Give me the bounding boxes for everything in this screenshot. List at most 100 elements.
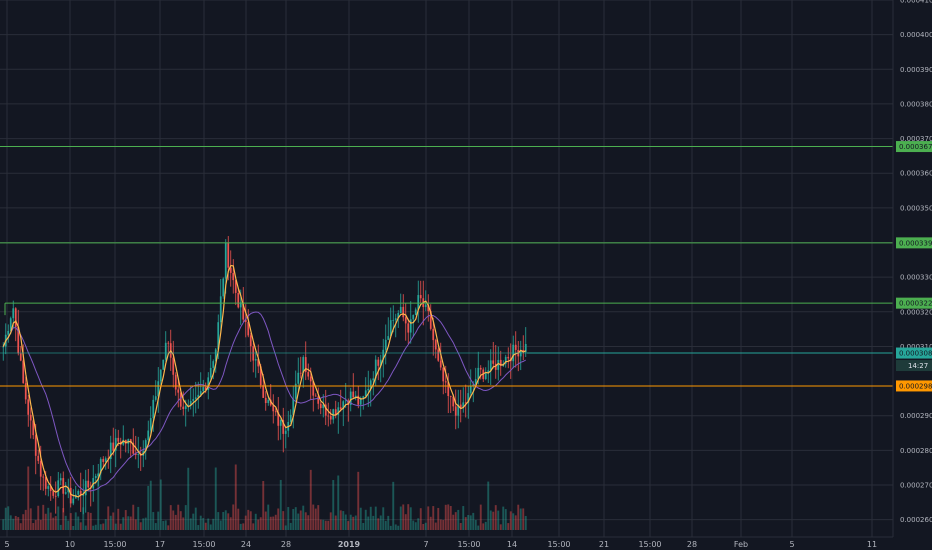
volume-bar: [244, 515, 247, 530]
candle-body: [197, 394, 200, 398]
candle-body: [332, 409, 335, 420]
candle-body: [397, 313, 400, 319]
volume-bar: [312, 504, 315, 530]
volume-bar: [509, 511, 512, 530]
volume-bar: [344, 514, 347, 530]
time-tick-label: 5: [789, 540, 794, 549]
volume-bar: [514, 515, 517, 530]
volume-bar: [384, 520, 387, 530]
volume-bars: [2, 464, 527, 530]
volume-bar: [277, 508, 280, 530]
volume-bar: [424, 522, 427, 530]
volume-bar: [399, 506, 402, 530]
candle-body: [499, 359, 502, 367]
volume-bar: [267, 504, 270, 530]
volume-bar: [269, 516, 272, 530]
candle-body: [67, 487, 70, 493]
volume-bar: [232, 504, 235, 530]
volume-bar: [447, 504, 450, 530]
grid-lines: [0, 0, 893, 537]
volume-bar: [144, 517, 147, 530]
candle-body: [292, 398, 295, 415]
volume-bar: [92, 525, 95, 530]
volume-bar: [24, 509, 27, 530]
candle-body: [439, 360, 442, 368]
candle-body: [524, 343, 527, 353]
volume-bar: [442, 519, 445, 530]
volume-bar: [74, 512, 77, 530]
volume-bar: [102, 523, 105, 530]
volume-bar: [297, 513, 300, 530]
candle-body: [222, 278, 225, 297]
volume-bar: [212, 518, 215, 530]
candle-body: [229, 267, 232, 273]
candle-body: [112, 442, 115, 451]
candle-body: [132, 442, 135, 454]
volume-bar: [242, 523, 245, 530]
candle-body: [402, 306, 405, 318]
price-label-box: [896, 141, 932, 153]
volume-bar: [139, 522, 142, 530]
candle-body: [254, 359, 257, 361]
candle-body: [162, 359, 165, 370]
candle-body: [69, 487, 72, 504]
volume-bar: [327, 520, 330, 530]
time-tick-label: 5: [4, 540, 9, 549]
candle-body: [39, 460, 42, 477]
candle-body: [7, 330, 10, 335]
candle-body: [57, 480, 60, 497]
volume-bar: [387, 515, 390, 530]
volume-bar: [517, 504, 520, 530]
candle-body: [419, 295, 422, 299]
volume-bar: [84, 525, 87, 530]
candle-body: [239, 302, 242, 308]
fast-moving-average-line: [2, 264, 527, 498]
candle-body: [224, 242, 227, 279]
price-label-text: 0.0003225: [899, 300, 932, 308]
volume-bar: [39, 519, 42, 530]
time-tick-label: 28: [281, 540, 291, 549]
candle-body: [249, 335, 252, 347]
volume-bar: [462, 506, 465, 530]
volume-bar: [192, 513, 195, 530]
volume-bar: [27, 466, 30, 530]
candle-body: [64, 492, 67, 494]
volume-bar: [489, 510, 492, 530]
volume-bar: [477, 525, 480, 530]
candle-body: [417, 295, 420, 310]
volume-bar: [334, 515, 337, 530]
horizontal-levels[interactable]: [0, 146, 893, 387]
volume-bar: [432, 506, 435, 530]
candle-body: [272, 405, 275, 412]
volume-bar: [42, 504, 45, 530]
candle-body: [157, 381, 160, 397]
volume-bar: [252, 523, 255, 530]
volume-bar: [119, 523, 122, 530]
volume-bar: [459, 523, 462, 530]
time-axis[interactable]: 5 10 15:00 17 15:00 24 28 2019 7 15:00 14 15:00 21 15…: [4, 540, 877, 549]
volume-bar: [149, 480, 152, 530]
volume-bar: [302, 505, 305, 530]
volume-bar: [99, 524, 102, 530]
candle-body: [339, 407, 342, 410]
time-tick-label: 24: [241, 540, 251, 549]
volume-bar: [497, 510, 500, 530]
volume-bar: [57, 506, 60, 530]
volume-bar: [274, 514, 277, 530]
volume-bar: [352, 516, 355, 530]
price-tick-label: 0.0002600: [900, 516, 932, 524]
candle-body: [374, 359, 377, 379]
volume-bar: [282, 511, 285, 530]
candle-body: [34, 435, 37, 456]
volume-bar: [89, 512, 92, 530]
volume-bar: [69, 513, 72, 530]
candle-body: [214, 349, 217, 362]
volume-bar: [62, 508, 65, 530]
candle-body: [159, 369, 162, 382]
candle-body: [364, 390, 367, 397]
volume-bar: [204, 522, 207, 530]
